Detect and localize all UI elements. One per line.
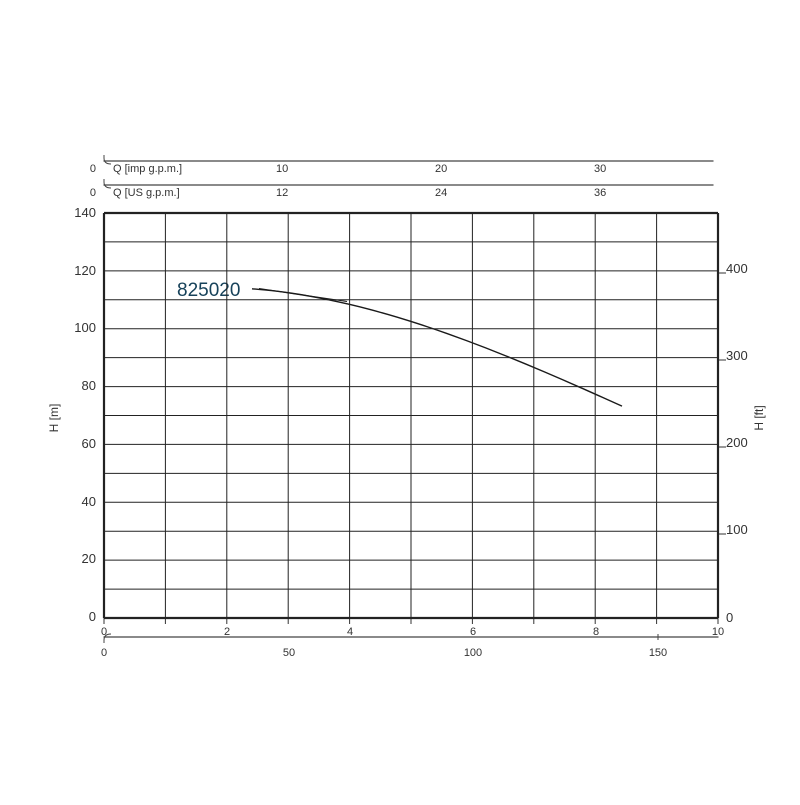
svg-text:50: 50	[283, 647, 295, 659]
svg-text:0: 0	[90, 187, 96, 199]
svg-text:2: 2	[224, 626, 230, 638]
svg-text:H [ft]: H [ft]	[752, 405, 766, 430]
svg-text:10: 10	[276, 163, 288, 175]
svg-text:20: 20	[435, 163, 447, 175]
svg-text:12: 12	[276, 187, 288, 199]
svg-text:Q [US g.p.m.]: Q [US g.p.m.]	[113, 187, 180, 199]
svg-text:20: 20	[82, 551, 96, 566]
svg-text:6: 6	[470, 626, 476, 638]
svg-text:60: 60	[82, 436, 96, 451]
svg-text:300: 300	[726, 348, 748, 363]
svg-text:8: 8	[593, 626, 599, 638]
svg-text:4: 4	[347, 626, 353, 638]
svg-text:H [m]: H [m]	[47, 404, 61, 433]
svg-text:10: 10	[712, 626, 724, 638]
svg-text:200: 200	[726, 435, 748, 450]
svg-text:400: 400	[726, 261, 748, 276]
svg-text:0: 0	[101, 626, 107, 638]
svg-text:0: 0	[89, 609, 96, 624]
svg-text:Q [imp g.p.m.]: Q [imp g.p.m.]	[113, 163, 182, 175]
svg-text:100: 100	[74, 320, 96, 335]
svg-text:825020: 825020	[177, 280, 240, 301]
svg-text:100: 100	[464, 647, 482, 659]
svg-text:80: 80	[82, 378, 96, 393]
svg-text:0: 0	[90, 163, 96, 175]
svg-text:0: 0	[101, 647, 107, 659]
svg-text:120: 120	[74, 263, 96, 278]
svg-text:40: 40	[82, 494, 96, 509]
svg-text:24: 24	[435, 187, 447, 199]
svg-text:140: 140	[74, 205, 96, 220]
svg-text:30: 30	[594, 163, 606, 175]
svg-text:100: 100	[726, 522, 748, 537]
svg-text:0: 0	[726, 610, 733, 625]
svg-text:150: 150	[649, 647, 667, 659]
svg-text:36: 36	[594, 187, 606, 199]
